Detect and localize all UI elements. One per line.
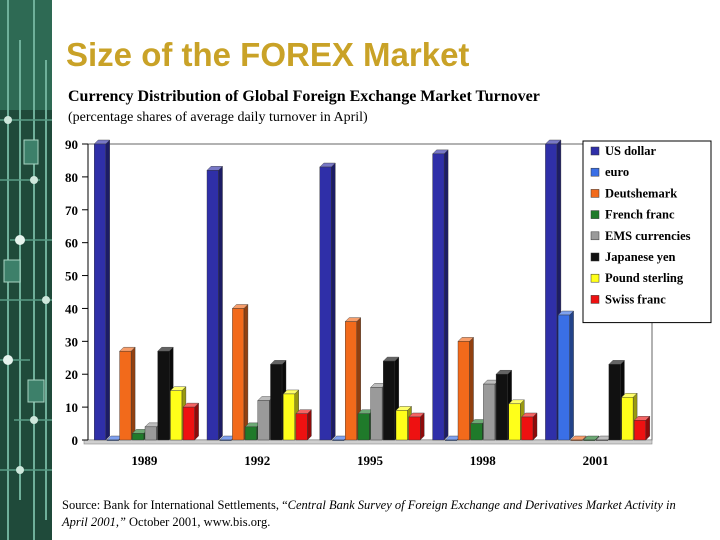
x-tick-label: 1995 [357,453,384,468]
bar [570,439,583,441]
legend-label: Japanese yen [605,250,676,264]
legend-swatch [590,146,600,156]
x-tick-label: 1998 [470,453,497,468]
bar [119,351,132,441]
legend-swatch [590,252,600,262]
source-note: Source: Bank for International Settlemen… [62,497,702,531]
bar [345,321,357,441]
y-tick-label: 90 [65,137,78,152]
plot-floor [83,439,653,445]
legend-swatch [590,295,600,304]
source-survey-title: Central Bank Survey of Foreign Exchange … [62,498,676,529]
bar [319,166,332,441]
bar [634,420,646,441]
bar-side [105,139,110,441]
bar [470,423,483,441]
bar [521,416,534,441]
bar-side [532,412,538,441]
bar [132,433,145,441]
bar-side [420,412,425,441]
y-tick-label: 60 [65,236,78,251]
bar [219,439,232,441]
y-tick-label: 30 [65,334,78,349]
legend-label: Pound sterling [605,271,684,285]
bar [596,439,608,441]
source-prefix: Source: Bank for International Settlemen… [62,498,288,512]
bar [157,351,170,441]
bar-side [443,149,449,441]
bar [206,170,219,441]
bar [370,387,383,441]
bar [557,314,570,441]
chart-subtitle: (percentage shares of average daily turn… [68,110,368,125]
legend-swatch [590,210,600,219]
legend-label: Swiss franc [605,292,666,306]
bar [545,143,558,441]
bar [357,413,370,441]
legend-swatch [590,189,600,198]
source-suffix: October 2001, www.bis.org. [125,515,271,529]
legend-swatch [590,167,600,177]
chart-title: Currency Distribution of Global Foreign … [68,88,540,105]
bar [232,308,245,441]
bar [295,413,308,441]
y-tick-label: 0 [72,433,79,448]
x-tick-label: 1989 [131,453,158,468]
bar [283,393,295,441]
y-tick-label: 50 [65,269,78,284]
bar-side [307,409,312,441]
bar [182,406,195,441]
bar [432,153,445,441]
bar [270,364,283,441]
legend-label: EMS currencies [605,229,691,243]
legend-label: Deutshemark [605,186,677,200]
bar [495,374,508,441]
bar [395,410,408,441]
bar [170,390,183,441]
bar [383,360,395,441]
y-tick-label: 70 [65,203,78,218]
bar-side [218,165,223,441]
legend-label: euro [605,165,629,179]
bar [106,439,119,441]
bar [583,439,596,441]
bar-side [130,346,136,441]
y-tick-label: 20 [65,367,78,382]
legend-box [582,140,712,324]
bar [408,416,421,441]
bar [483,383,496,441]
legend-label: French franc [605,208,675,222]
bar [508,403,521,441]
bar-side [331,162,336,441]
x-tick-label: 1992 [244,453,270,468]
bar [457,341,470,441]
circuit-board-image [0,0,52,540]
bar [244,426,257,441]
y-tick-label: 10 [65,400,78,415]
x-tick-label: 2001 [583,453,609,468]
legend-swatch [590,273,600,283]
bar [257,400,270,441]
y-tick-label: 40 [65,301,78,316]
bar [93,143,106,441]
bar [608,364,621,441]
slide-title: Size of the FOREX Market [66,36,470,73]
bar [445,439,457,441]
bar [621,397,634,441]
bar [144,426,157,441]
legend-swatch [590,231,600,241]
bar-side [243,303,249,441]
bar [332,439,345,441]
legend-label: US dollar [605,144,657,158]
sidebar-decoration [0,0,52,540]
bar-side [569,310,574,441]
y-tick-label: 80 [65,170,78,185]
bar-side [194,402,199,441]
